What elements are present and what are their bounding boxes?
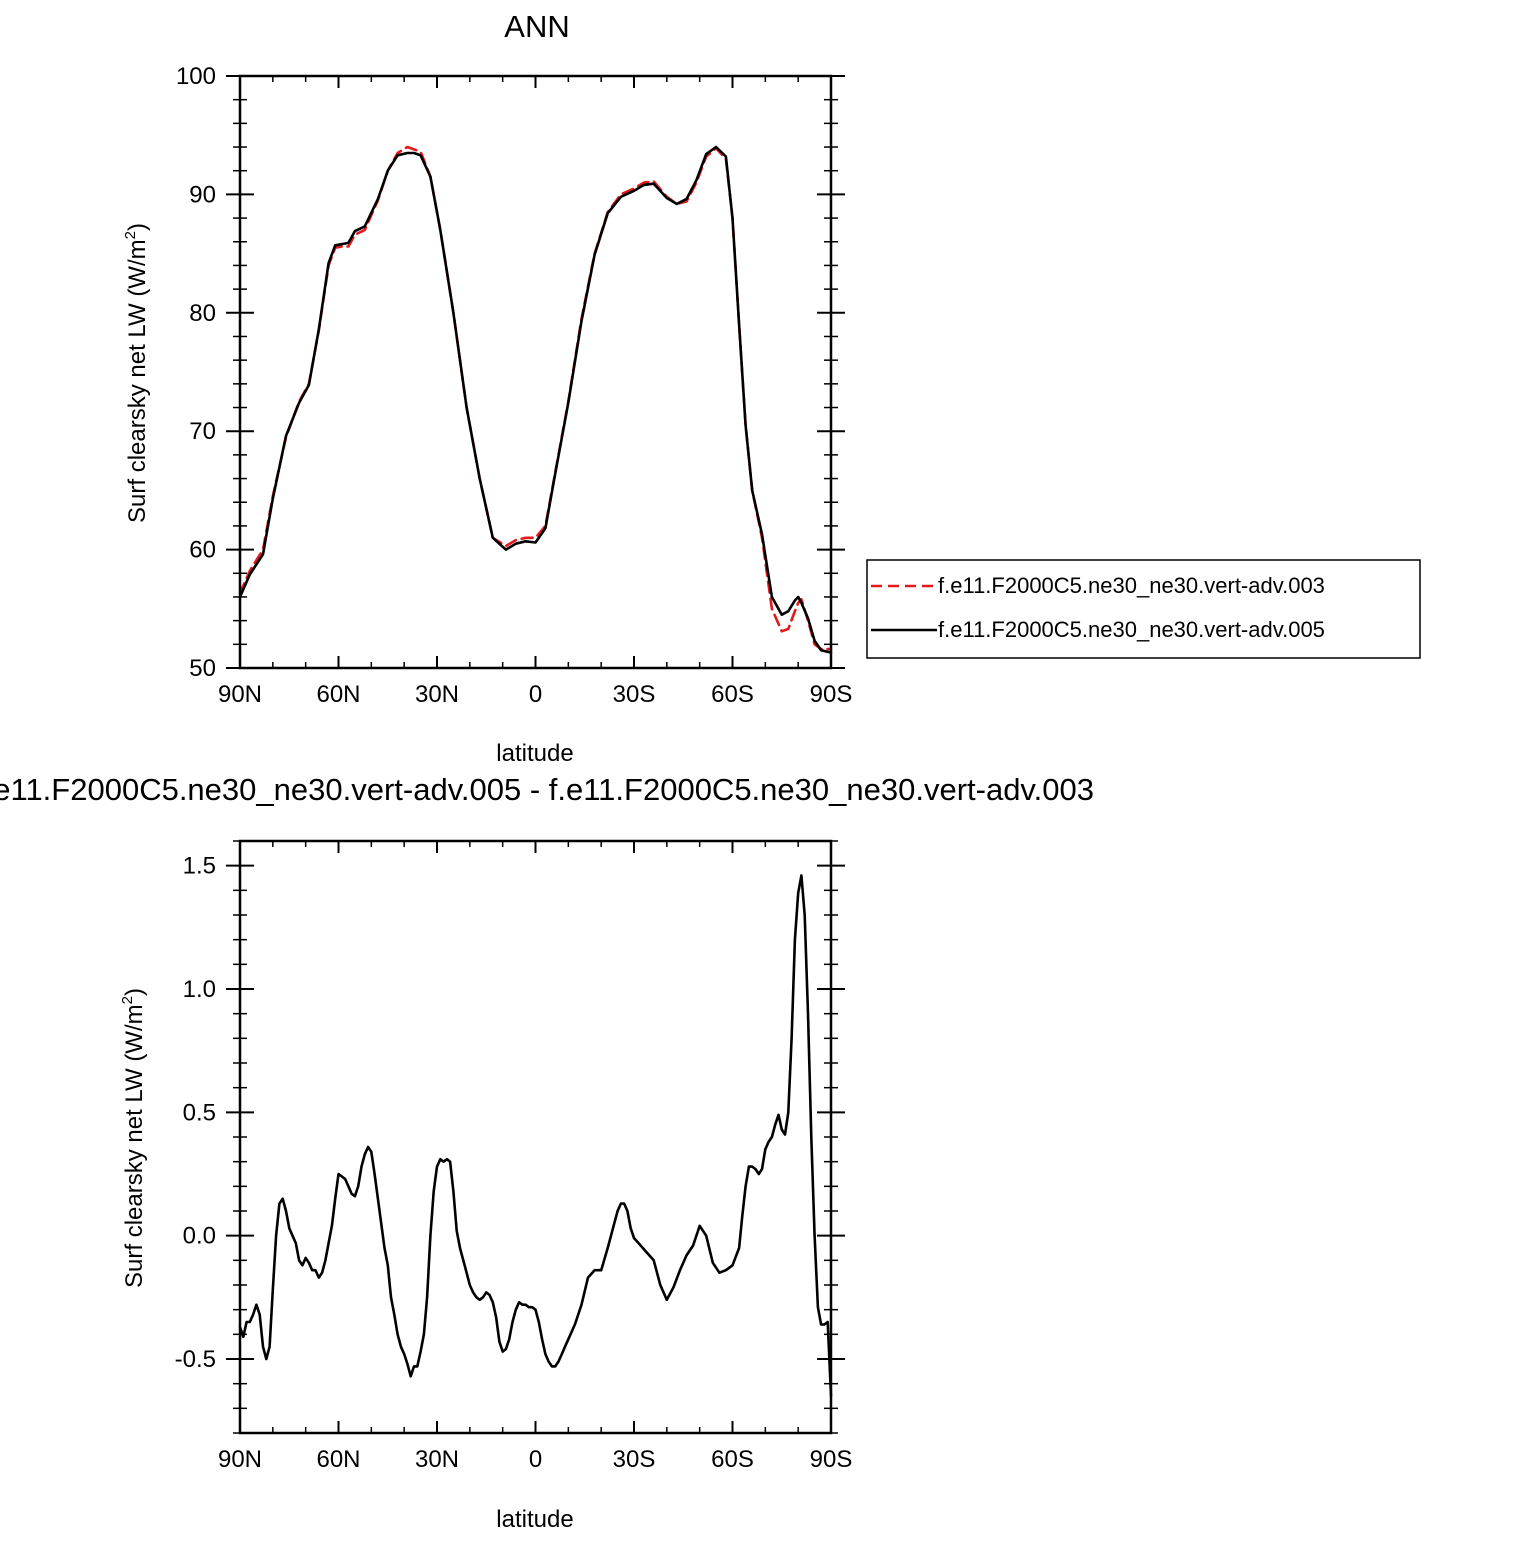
top-y-tick-label: 80 [189, 300, 216, 327]
top-axis-ticks [226, 75, 845, 669]
top-x-tick-label: 30S [613, 681, 656, 708]
bottom-y-tick-label: 0.0 [183, 1223, 216, 1250]
legend-label-005: f.e11.F2000C5.ne30_ne30.vert-adv.005 [938, 617, 1325, 642]
bottom-chart-title: f.e11.F2000C5.ne30_ne30.vert-adv.005 - f… [0, 772, 1094, 807]
bottom-x-tick-label: 90N [218, 1446, 262, 1473]
top-plot-frame [238, 74, 833, 670]
top-y-axis-label-close: ) [124, 223, 151, 231]
bottom-y-axis-label-sup: 2 [119, 996, 136, 1004]
top-y-tick-label: 100 [176, 63, 216, 90]
bottom-y-axis-label-main: Surf clearsky net LW (W/m [121, 1004, 148, 1288]
bottom-x-axis-label: latitude [496, 1506, 573, 1533]
legend: f.e11.F2000C5.ne30_ne30.vert-adv.003 f.e… [866, 559, 1421, 659]
top-y-tick-label: 60 [189, 537, 216, 564]
top-x-tick-label: 30N [415, 681, 459, 708]
top-series-group [238, 145, 833, 654]
bottom-axis-ticks [226, 840, 845, 1434]
top-y-tick-label: 50 [189, 655, 216, 682]
bottom-y-tick-label: 1.0 [183, 976, 216, 1003]
top-x-tick-label: 0 [529, 681, 542, 708]
top-y-axis-label: Surf clearsky net LW (W/m2) [122, 223, 151, 523]
top-x-tick-label: 60N [316, 681, 360, 708]
bottom-x-tick-label: 30N [415, 1446, 459, 1473]
bottom-y-tick-label: -0.5 [175, 1346, 216, 1373]
top-y-tick-label: 90 [189, 181, 216, 208]
top-tick-labels: 90N 60N 30N 0 30S 60S 90S 50 60 70 80 90 100 [176, 63, 852, 708]
bottom-y-axis-label: Surf clearsky net LW (W/m2) [119, 988, 148, 1288]
bottom-x-tick-label: 90S [810, 1446, 853, 1473]
top-x-tick-label: 90N [218, 681, 262, 708]
top-series-line-1 [238, 145, 833, 654]
legend-box [866, 559, 1421, 659]
bottom-x-tick-label: 0 [529, 1446, 542, 1473]
top-y-axis-label-main: Surf clearsky net LW (W/m [124, 239, 151, 523]
top-x-tick-label: 60S [711, 681, 754, 708]
bottom-series-line-0 [238, 874, 833, 1398]
bottom-y-axis-label-close: ) [121, 988, 148, 996]
top-x-tick-label: 90S [810, 681, 853, 708]
top-series-line-0 [238, 145, 833, 651]
bottom-series-group [238, 874, 833, 1398]
bottom-x-tick-label: 30S [613, 1446, 656, 1473]
legend-label-003: f.e11.F2000C5.ne30_ne30.vert-adv.003 [938, 573, 1325, 598]
bottom-x-tick-label: 60N [316, 1446, 360, 1473]
top-y-tick-label: 70 [189, 418, 216, 445]
bottom-x-tick-label: 60S [711, 1446, 754, 1473]
bottom-y-tick-label: 1.5 [183, 853, 216, 880]
bottom-tick-labels: 90N 60N 30N 0 30S 60S 90S -0.5 0.0 0.5 1.0 1.5 [175, 853, 853, 1473]
top-y-axis-label-sup: 2 [122, 231, 139, 239]
bottom-panel: f.e11.F2000C5.ne30_ne30.vert-adv.005 - f… [0, 772, 1094, 1533]
top-x-axis-label: latitude [496, 740, 573, 767]
top-panel: ANN 90N 60N 30N 0 30S 60S 90S 50 60 70 80 90 100 lat… [122, 9, 1421, 767]
bottom-plot-frame [238, 839, 833, 1435]
top-chart-title: ANN [504, 9, 569, 44]
bottom-y-tick-label: 0.5 [183, 1099, 216, 1126]
